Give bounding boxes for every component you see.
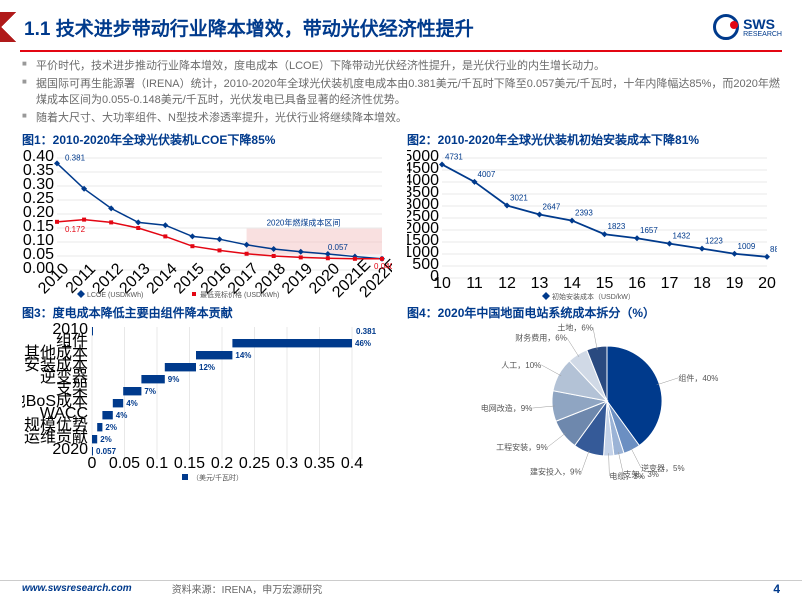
slide-footer: www.swsresearch.com 资料来源：IRENA，申万宏源研究 4 <box>0 580 802 596</box>
chart3-container: 图3：度电成本降低主要由组件降本贡献 0 0.05 0.1 0.15 0.2 0.25 0.… <box>22 304 395 483</box>
svg-text:4%: 4% <box>126 399 138 408</box>
svg-text:电缆，3%: 电缆，3% <box>609 471 645 481</box>
svg-text:0.35: 0.35 <box>304 455 335 472</box>
svg-text:20: 20 <box>758 275 776 292</box>
svg-text:0.1: 0.1 <box>146 455 168 472</box>
page-number: 4 <box>773 582 780 596</box>
svg-text:0.172: 0.172 <box>65 225 86 234</box>
logo-subtext: RESEARCH <box>743 31 782 38</box>
svg-text:0.15: 0.15 <box>174 455 205 472</box>
footer-source: 资料来源：IRENA，申万宏源研究 <box>172 581 323 596</box>
chart3-svg: 00.050.10.150.20.250.30.350.420100.381组件… <box>22 323 392 483</box>
svg-text:18: 18 <box>693 275 711 292</box>
chart3-title: 图3：度电成本降低主要由组件降本贡献 <box>22 304 395 321</box>
svg-text:2020: 2020 <box>52 441 88 458</box>
svg-text:17: 17 <box>661 275 679 292</box>
svg-text:财务费用，6%: 财务费用，6% <box>515 333 567 343</box>
svg-text:0.40: 0.40 <box>23 150 54 165</box>
svg-text:7%: 7% <box>144 387 156 396</box>
chart2-container: 图2：2010-2020年全球光伏装机初始安装成本下降81% 050010001… <box>407 131 780 300</box>
svg-text:13: 13 <box>531 275 549 292</box>
svg-text:0.381: 0.381 <box>356 327 377 336</box>
svg-text:16: 16 <box>628 275 646 292</box>
svg-text:4%: 4% <box>116 411 128 420</box>
svg-text:2014: 2014 <box>144 260 181 297</box>
svg-text:1009: 1009 <box>738 242 756 251</box>
svg-text:4007: 4007 <box>478 170 496 179</box>
svg-text:2393: 2393 <box>575 209 593 218</box>
svg-text:12: 12 <box>498 275 516 292</box>
svg-text:最低竞标价格 (USD/kWh): 最低竞标价格 (USD/kWh) <box>200 290 279 299</box>
svg-text:14%: 14% <box>235 351 251 360</box>
svg-text:46%: 46% <box>355 339 371 348</box>
svg-text:11: 11 <box>466 275 483 292</box>
chart1-svg: 0.000.050.100.150.200.250.300.350.402010… <box>22 150 392 300</box>
logo-ring-icon <box>713 14 739 40</box>
bullet-item: 随着大尺寸、大功率组件、N型技术渗透率提升，光伏行业将继续降本增效。 <box>22 110 780 127</box>
svg-text:0.057: 0.057 <box>328 243 349 252</box>
footer-url: www.swsresearch.com <box>22 583 132 594</box>
chart4-title: 图4：2020年中国地面电站系统成本拆分（%） <box>407 304 780 321</box>
chart4-container: 图4：2020年中国地面电站系统成本拆分（%） 组件，40%逆变器，5%支架，3… <box>407 304 780 483</box>
svg-text:建安投入，9%: 建安投入，9% <box>530 467 582 477</box>
svg-text:0.05: 0.05 <box>109 455 140 472</box>
slide-header: 1.1 技术进步带动行业降本增效，带动光伏经济性提升 SWSRESEARCH <box>0 0 802 50</box>
svg-text:工程安装，9%: 工程安装，9% <box>496 442 548 452</box>
svg-text:15: 15 <box>596 275 614 292</box>
brand-logo: SWSRESEARCH <box>713 14 782 40</box>
svg-text:9%: 9% <box>168 375 180 384</box>
svg-text:土地，6%: 土地，6% <box>557 323 593 332</box>
svg-text:0: 0 <box>88 455 97 472</box>
svg-text:0.381: 0.381 <box>65 153 86 162</box>
svg-text:2019: 2019 <box>279 260 316 297</box>
svg-text:10: 10 <box>433 275 451 292</box>
svg-text:LCOE (USD/kWh): LCOE (USD/kWh) <box>87 292 143 299</box>
svg-text:2%: 2% <box>100 435 112 444</box>
chart2-title: 图2：2010-2020年全球光伏装机初始安装成本下降81% <box>407 131 780 148</box>
svg-text:电网改造，9%: 电网改造，9% <box>481 403 533 413</box>
chart1-title: 图1：2010-2020年全球光伏装机LCOE下降85% <box>22 131 395 148</box>
charts-grid: 图1：2010-2020年全球光伏装机LCOE下降85% 0.000.050.1… <box>0 127 802 483</box>
chart2-svg: 0500100015002000250030003500400045005000… <box>407 150 777 300</box>
svg-text:初始安装成本（USD/kW）: 初始安装成本（USD/kW） <box>552 292 635 300</box>
svg-text:组件，40%: 组件，40% <box>678 373 718 383</box>
svg-text:0.4: 0.4 <box>341 455 363 472</box>
logo-text: SWS <box>743 17 782 31</box>
svg-text:0.2: 0.2 <box>211 455 233 472</box>
svg-text:0.057: 0.057 <box>96 447 117 456</box>
svg-text:（美元/千瓦时）: （美元/千瓦时） <box>192 473 243 482</box>
bullet-list: 平价时代，技术进步推动行业降本增效，度电成本（LCOE）下降带动光伏经济性提升，… <box>0 58 802 126</box>
svg-text:14: 14 <box>563 275 581 292</box>
bullet-item: 据国际可再生能源署（IRENA）统计，2010-2020年全球光伏装机度电成本由… <box>22 76 780 109</box>
svg-text:人工，10%: 人工，10% <box>501 361 541 370</box>
chart4-svg: 组件，40%逆变器，5%支架，3%电缆，3%建安投入，9%工程安装，9%电网改造… <box>407 323 777 483</box>
svg-text:2020年燃煤成本区间: 2020年燃煤成本区间 <box>267 218 341 228</box>
slide-title: 1.1 技术进步带动行业降本增效，带动光伏经济性提升 <box>24 14 713 41</box>
svg-text:0.040: 0.040 <box>374 262 392 271</box>
chevron-decoration <box>0 12 18 42</box>
svg-text:3021: 3021 <box>510 193 528 202</box>
svg-text:2647: 2647 <box>543 202 561 211</box>
svg-text:5000: 5000 <box>407 150 439 165</box>
red-divider <box>20 50 782 52</box>
svg-text:1432: 1432 <box>673 232 691 241</box>
svg-text:2%: 2% <box>105 423 117 432</box>
svg-text:1657: 1657 <box>640 226 658 235</box>
chart1-container: 图1：2010-2020年全球光伏装机LCOE下降85% 0.000.050.1… <box>22 131 395 300</box>
svg-text:4731: 4731 <box>445 152 463 161</box>
svg-text:883: 883 <box>770 245 777 254</box>
bullet-item: 平价时代，技术进步推动行业降本增效，度电成本（LCOE）下降带动光伏经济性提升，… <box>22 58 780 75</box>
svg-text:1223: 1223 <box>705 237 723 246</box>
svg-text:19: 19 <box>726 275 744 292</box>
svg-text:0.25: 0.25 <box>239 455 270 472</box>
svg-text:0.3: 0.3 <box>276 455 298 472</box>
svg-text:1823: 1823 <box>608 222 626 231</box>
svg-text:12%: 12% <box>199 363 215 372</box>
